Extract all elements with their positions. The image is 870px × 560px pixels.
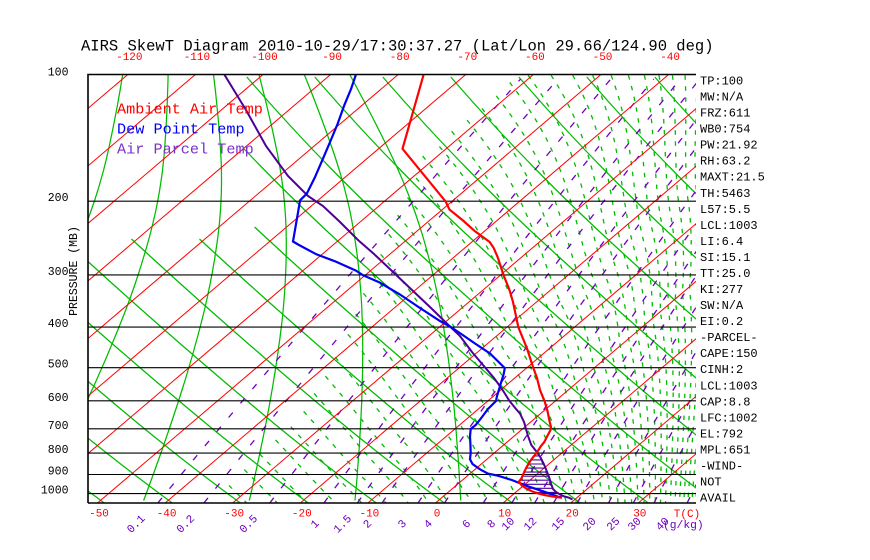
svg-text:20: 20 <box>566 509 579 521</box>
svg-text:400: 400 <box>48 318 69 331</box>
svg-text:WB0:754: WB0:754 <box>700 123 750 137</box>
svg-text:-50: -50 <box>593 52 613 64</box>
svg-text:AVAIL: AVAIL <box>700 492 736 506</box>
svg-text:KI:277: KI:277 <box>700 283 743 297</box>
svg-text:-40: -40 <box>660 52 680 64</box>
svg-text:-60: -60 <box>525 52 545 64</box>
svg-text:30: 30 <box>633 509 646 521</box>
svg-text:-100: -100 <box>251 52 277 64</box>
svg-text:-110: -110 <box>184 52 210 64</box>
svg-text:500: 500 <box>48 359 69 372</box>
svg-text:TT:25.0: TT:25.0 <box>700 267 750 281</box>
svg-text:MPL:651: MPL:651 <box>700 443 750 457</box>
svg-text:Air Parcel Temp: Air Parcel Temp <box>117 141 254 159</box>
svg-text:200: 200 <box>48 192 69 205</box>
svg-text:-WIND-: -WIND- <box>700 460 743 474</box>
svg-text:L57:5.5: L57:5.5 <box>700 203 750 217</box>
svg-text:700: 700 <box>48 420 69 433</box>
svg-text:T(C): T(C) <box>674 509 700 521</box>
svg-text:CAPE:150: CAPE:150 <box>700 347 758 361</box>
svg-text:10: 10 <box>498 509 511 521</box>
svg-text:-90: -90 <box>322 52 342 64</box>
svg-text:-30: -30 <box>224 509 244 521</box>
svg-text:-70: -70 <box>457 52 477 64</box>
svg-text:TH:5463: TH:5463 <box>700 187 750 201</box>
svg-text:LCL:1003: LCL:1003 <box>700 219 758 233</box>
svg-text:-PARCEL-: -PARCEL- <box>700 331 758 345</box>
svg-text:TP:100: TP:100 <box>700 75 743 89</box>
svg-text:SI:15.1: SI:15.1 <box>700 251 750 265</box>
svg-text:MAXT:21.5: MAXT:21.5 <box>700 171 765 185</box>
svg-text:PW:21.92: PW:21.92 <box>700 139 758 153</box>
svg-text:PRESSURE (MB): PRESSURE (MB) <box>68 226 81 316</box>
svg-text:LFC:1002: LFC:1002 <box>700 411 758 425</box>
svg-text:-120: -120 <box>116 52 142 64</box>
svg-text:100: 100 <box>48 66 69 79</box>
svg-text:1000: 1000 <box>41 485 69 498</box>
svg-text:CINH:2: CINH:2 <box>700 363 743 377</box>
svg-text:RH:63.2: RH:63.2 <box>700 155 750 169</box>
svg-text:FRZ:611: FRZ:611 <box>700 107 750 121</box>
svg-text:-10: -10 <box>359 509 379 521</box>
svg-text:800: 800 <box>48 444 69 457</box>
svg-text:600: 600 <box>48 392 69 405</box>
svg-text:-50: -50 <box>89 509 109 521</box>
svg-text:LCL:1003: LCL:1003 <box>700 379 758 393</box>
svg-text:-20: -20 <box>292 509 312 521</box>
svg-text:EL:792: EL:792 <box>700 427 743 441</box>
svg-text:CAP:8.8: CAP:8.8 <box>700 395 750 409</box>
svg-text:NOT: NOT <box>700 476 722 490</box>
svg-text:300: 300 <box>48 266 69 279</box>
svg-text:-80: -80 <box>390 52 410 64</box>
svg-text:900: 900 <box>48 466 69 479</box>
svg-text:LI:6.4: LI:6.4 <box>700 235 743 249</box>
svg-text:(g/kg): (g/kg) <box>663 520 704 532</box>
svg-text:0: 0 <box>434 509 441 521</box>
svg-text:-40: -40 <box>157 509 177 521</box>
svg-text:MW:N/A: MW:N/A <box>700 91 744 105</box>
svg-text:AIRS SkewT Diagram 2010-10-29/: AIRS SkewT Diagram 2010-10-29/17:30:37.2… <box>81 38 714 56</box>
svg-text:SW:N/A: SW:N/A <box>700 299 744 313</box>
svg-text:EI:0.2: EI:0.2 <box>700 315 743 329</box>
svg-text:Dew Point Temp: Dew Point Temp <box>117 121 245 139</box>
svg-text:Ambient Air Temp: Ambient Air Temp <box>117 101 263 119</box>
